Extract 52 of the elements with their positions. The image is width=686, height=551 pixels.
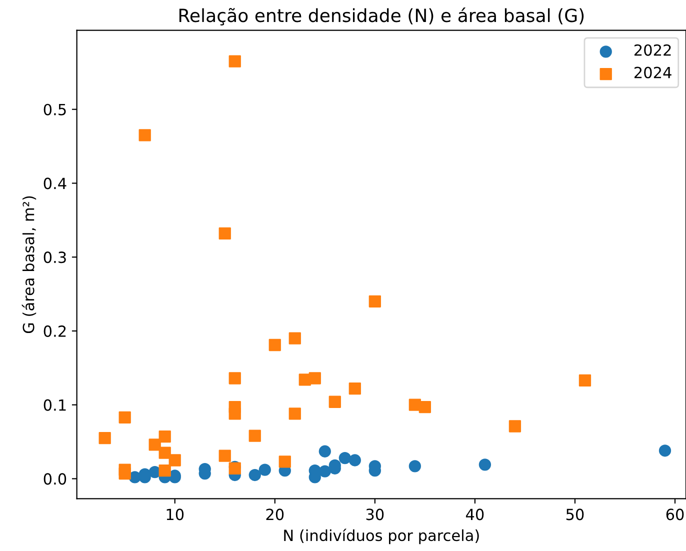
point — [148, 438, 161, 451]
point — [228, 55, 241, 68]
x-tick-label: 60 — [666, 508, 684, 520]
point — [168, 454, 181, 466]
point — [218, 450, 231, 462]
x-tick-label: 40 — [466, 508, 484, 520]
point — [138, 129, 151, 142]
point — [158, 446, 171, 459]
point — [248, 468, 261, 482]
y-tick-label: 0.5 — [44, 104, 66, 116]
y-axis-title: G (área basal, m²) — [22, 196, 36, 334]
y-tick-label: 0.4 — [44, 178, 66, 190]
point — [328, 396, 341, 408]
point — [408, 460, 421, 472]
x-tick-label: 30 — [366, 508, 384, 520]
y-tick-label: 0.3 — [44, 252, 66, 264]
point — [318, 445, 331, 458]
point — [158, 464, 171, 477]
point — [118, 467, 131, 480]
point — [308, 372, 321, 384]
x-tick-label: 50 — [566, 508, 584, 520]
point — [418, 400, 431, 414]
point — [318, 465, 331, 478]
point — [268, 338, 281, 352]
legend-label: 2022 — [634, 44, 671, 56]
point — [478, 458, 492, 471]
point — [578, 374, 592, 387]
point — [278, 456, 291, 468]
point — [348, 382, 361, 395]
point — [158, 430, 171, 443]
point — [508, 420, 522, 432]
legend-label: 2024 — [634, 66, 672, 78]
point — [288, 408, 301, 420]
point — [348, 454, 361, 466]
y-tick-label: 0.1 — [44, 399, 66, 411]
point — [288, 332, 301, 344]
chart-title: Relação entre densidade (N) e área basal (G) — [179, 8, 584, 26]
point — [228, 408, 241, 420]
point — [228, 372, 241, 384]
point — [338, 452, 351, 464]
point — [118, 411, 131, 424]
point — [98, 432, 111, 444]
x-tick-label: 10 — [166, 508, 184, 520]
y-tick-label: 0.0 — [44, 473, 66, 485]
x-axis-title: N (indivíduos por parcela) — [284, 528, 479, 544]
point — [658, 444, 672, 457]
point — [248, 430, 261, 442]
point — [258, 464, 271, 476]
y-tick-label: 0.2 — [44, 325, 66, 337]
point — [218, 227, 231, 240]
x-tick-label: 20 — [266, 508, 284, 520]
point — [368, 295, 381, 308]
